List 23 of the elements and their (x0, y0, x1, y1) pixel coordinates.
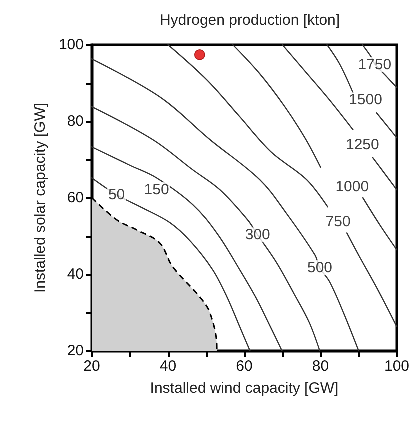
x-tick-label: 60 (236, 358, 253, 375)
annotation: 1000 (336, 178, 370, 196)
y-axis-title: Installed solar capacity [GW] (32, 102, 50, 294)
annotation: 1750 (358, 56, 392, 74)
y-tick-label: 40 (67, 266, 84, 283)
x-tick-label: 80 (312, 358, 330, 375)
y-tick-label: 20 (67, 342, 84, 360)
annotation: 1500 (349, 92, 382, 109)
annotation: 150 (144, 181, 170, 198)
y-tick-label: 80 (67, 113, 84, 130)
annotation: 500 (307, 259, 333, 276)
annotation: 750 (326, 214, 351, 231)
x-tick-label: 20 (84, 358, 100, 375)
annotation: 50 (108, 186, 126, 204)
y-tick-label: 100 (58, 36, 84, 54)
chart-title: Hydrogen production [kton] (160, 12, 340, 29)
x-tick-label: 100 (384, 358, 410, 375)
x-tick-label: 40 (160, 358, 177, 375)
annotation: 300 (245, 226, 270, 244)
x-axis-title: Installed wind capacity [GW] (150, 380, 339, 397)
line-series (91, 146, 283, 352)
y-tick-label: 60 (67, 190, 84, 206)
annotation: 1250 (346, 136, 380, 154)
